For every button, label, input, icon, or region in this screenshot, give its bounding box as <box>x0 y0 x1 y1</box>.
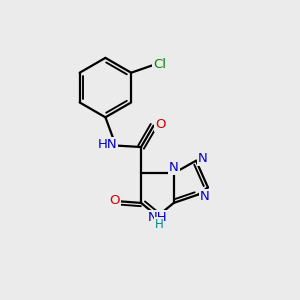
Text: O: O <box>155 118 165 131</box>
Text: Cl: Cl <box>154 58 166 71</box>
Text: H: H <box>154 218 163 231</box>
Text: O: O <box>109 194 120 207</box>
Text: NH: NH <box>148 211 167 224</box>
Text: N: N <box>169 161 179 174</box>
Text: HN: HN <box>98 138 117 151</box>
Text: N: N <box>198 152 208 165</box>
Text: N: N <box>200 190 210 202</box>
